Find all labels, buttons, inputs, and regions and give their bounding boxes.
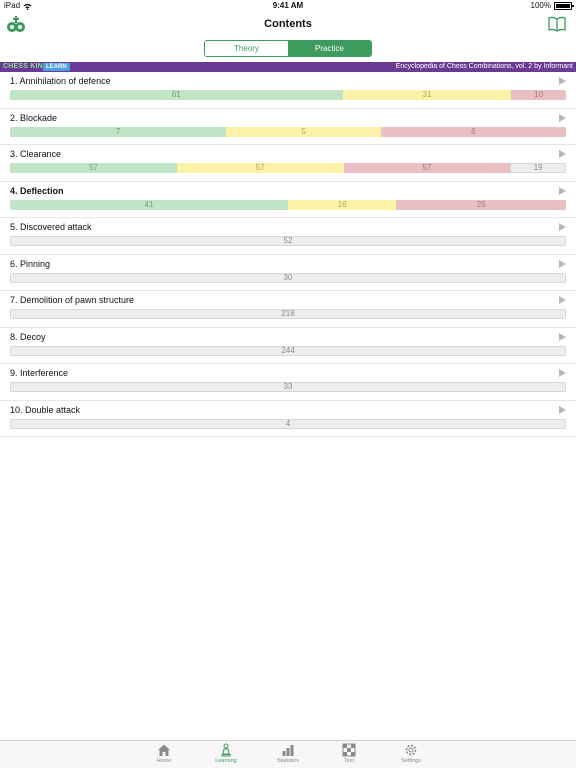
device-name: iPad — [4, 1, 21, 10]
home-icon — [157, 743, 171, 757]
brand-name: CHESS KING — [3, 63, 49, 70]
tab-label: Learning — [215, 758, 237, 764]
progress-bar: 52 — [10, 236, 566, 246]
chapter-title: 10. Double attack — [10, 404, 81, 415]
play-icon[interactable] — [559, 369, 566, 377]
course-banner: CHESS KING LEARN Encyclopedia of Chess C… — [0, 62, 576, 72]
status-left: iPad — [4, 0, 32, 12]
chapter-row[interactable]: 2. Blockade 7 5 6 — [0, 109, 576, 145]
play-icon[interactable] — [559, 332, 566, 341]
progress-segment-gray: 218 — [10, 309, 566, 319]
pawn-icon — [219, 743, 233, 757]
chapter-row[interactable]: 1. Annihilation of defence 61 31 10 — [0, 72, 576, 109]
chessboard-icon — [342, 743, 356, 757]
play-icon[interactable] — [559, 150, 566, 158]
progress-segment-yellow: 16 — [288, 199, 397, 210]
tab-label: Home — [156, 758, 172, 764]
chess-king-logo-icon[interactable] — [6, 14, 26, 34]
tab-label: Statistics — [276, 758, 299, 764]
chapter-row[interactable]: 7. Demolition of pawn structure 218 — [0, 291, 576, 328]
progress-segment-yellow: 57 — [176, 163, 344, 173]
navigation-bar: Contents — [0, 12, 576, 37]
play-icon[interactable] — [559, 223, 566, 231]
progress-segment-green: 41 — [10, 199, 288, 210]
tab-home[interactable]: Home — [142, 743, 186, 764]
chapter-title: 7. Demolition of pawn structure — [10, 295, 135, 305]
chapter-title: 3. Clearance — [10, 149, 62, 159]
progress-bar: 41 16 25 — [10, 199, 566, 210]
play-icon[interactable] — [559, 113, 566, 122]
chapter-title: 5. Discovered attack — [10, 222, 92, 232]
progress-segment-red: 25 — [396, 199, 566, 210]
progress-bar: 57 57 57 19 — [10, 163, 566, 173]
progress-segment-gray: 33 — [10, 382, 566, 392]
progress-segment-red: 57 — [343, 163, 511, 173]
status-right: 100% — [530, 0, 574, 12]
chapter-row[interactable]: 4. Deflection 41 16 25 — [0, 182, 576, 218]
segment-practice[interactable]: Practice — [288, 41, 371, 56]
progress-segment-yellow: 31 — [342, 90, 512, 100]
progress-segment-green: 61 — [10, 90, 343, 100]
chapter-title: 9. Interference — [10, 368, 69, 378]
progress-bar: 218 — [10, 309, 566, 319]
play-icon[interactable] — [559, 405, 566, 414]
status-bar: iPad 9:41 AM 100% — [0, 0, 576, 12]
progress-segment-yellow: 5 — [226, 126, 381, 137]
chapter-row[interactable]: 5. Discovered attack 52 — [0, 218, 576, 255]
progress-segment-gray: 52 — [10, 236, 566, 246]
play-icon[interactable] — [559, 186, 566, 195]
progress-segment-red: 10 — [511, 90, 566, 100]
chapter-title: 1. Annihilation of defence — [10, 76, 111, 86]
battery-percent: 100% — [530, 1, 551, 10]
chapter-row[interactable]: 10. Double attack 4 — [0, 401, 576, 437]
page-title: Contents — [264, 18, 312, 30]
chapter-row[interactable]: 8. Decoy 244 — [0, 328, 576, 364]
tab-statistics[interactable]: Statistics — [266, 743, 310, 764]
wifi-icon — [23, 3, 32, 10]
progress-bar: 244 — [10, 345, 566, 356]
tab-test[interactable]: Test — [327, 743, 371, 764]
progress-bar: 61 31 10 — [10, 90, 566, 100]
tab-bar: Home Learning Statistics Test Settings — [0, 740, 576, 768]
progress-segment-gray: 19 — [510, 163, 566, 173]
book-title: Encyclopedia of Chess Combinations, vol.… — [395, 63, 573, 70]
progress-segment-gray: 4 — [10, 418, 566, 429]
book-icon[interactable] — [548, 16, 566, 32]
play-icon[interactable] — [559, 259, 566, 268]
chapter-title: 2. Blockade — [10, 112, 58, 123]
progress-bar: 4 — [10, 418, 566, 429]
chapter-title: 6. Pinning — [10, 258, 51, 269]
gear-icon — [404, 743, 418, 757]
progress-segment-red: 6 — [380, 126, 566, 137]
tab-label: Test — [343, 758, 355, 764]
chapter-list: 1. Annihilation of defence 61 31 10 2. Block… — [0, 72, 576, 437]
progress-segment-green: 7 — [10, 126, 227, 137]
chapter-row[interactable]: 9. Interference 33 — [0, 364, 576, 401]
progress-segment-gray: 30 — [10, 272, 566, 283]
progress-segment-gray: 244 — [10, 345, 566, 356]
tab-label: Settings — [401, 758, 421, 764]
tab-learning[interactable]: Learning — [204, 743, 248, 764]
theory-practice-switch: Theory Practice — [204, 40, 372, 57]
play-icon[interactable] — [559, 77, 566, 85]
battery-icon — [554, 2, 574, 10]
play-icon[interactable] — [559, 296, 566, 304]
statistics-icon — [281, 743, 295, 757]
progress-segment-green: 57 — [10, 163, 177, 173]
chapter-title: 4. Deflection — [10, 185, 64, 196]
chapter-row[interactable]: 6. Pinning 30 — [0, 255, 576, 291]
progress-bar: 33 — [10, 382, 566, 392]
segment-theory[interactable]: Theory — [205, 41, 288, 56]
status-time: 9:41 AM — [272, 1, 304, 10]
progress-bar: 30 — [10, 272, 566, 283]
tab-settings[interactable]: Settings — [389, 743, 433, 764]
chapter-title: 8. Decoy — [10, 331, 46, 342]
learn-badge: LEARN — [43, 63, 70, 71]
chapter-row[interactable]: 3. Clearance 57 57 57 19 — [0, 145, 576, 182]
